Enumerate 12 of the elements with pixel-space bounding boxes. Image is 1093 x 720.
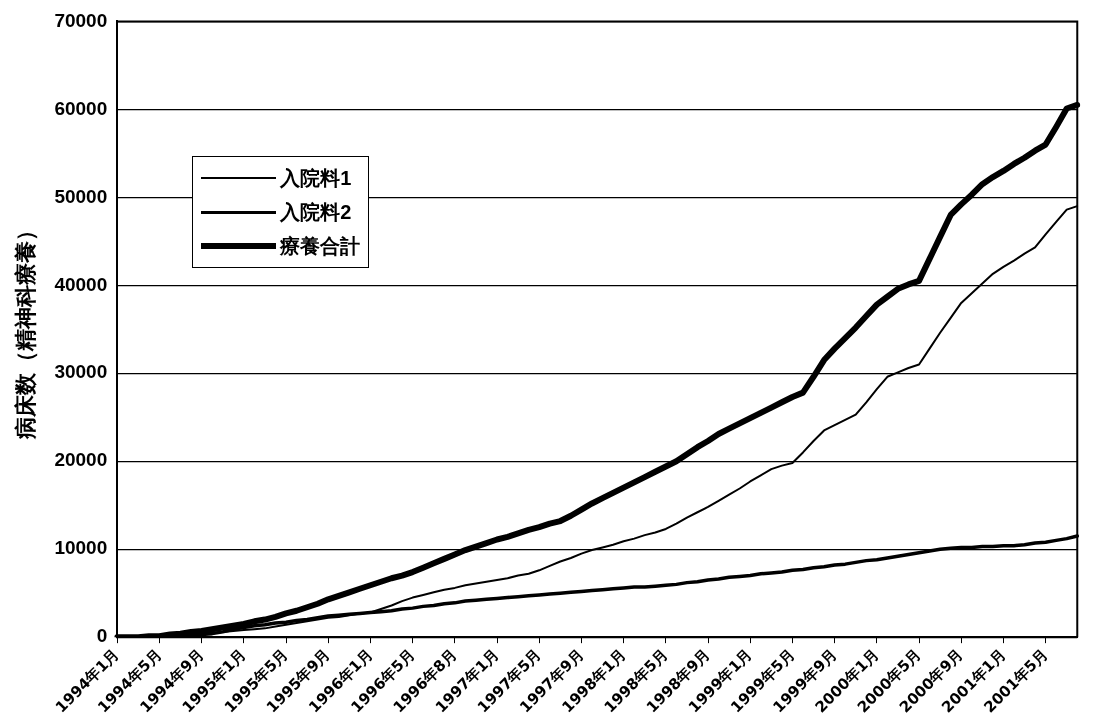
legend-label: 入院料1 [280,165,352,191]
legend-label: 入院料2 [280,199,352,225]
y-tick-label: 60000 [54,97,108,119]
y-tick-label: 50000 [54,185,108,207]
y-tick-label: 10000 [54,537,108,559]
y-tick-label: 70000 [54,9,108,31]
y-tick-label: 20000 [54,449,108,471]
y-tick-label: 40000 [54,273,108,295]
y-tick-label: 30000 [54,361,108,383]
y-tick-label: 0 [96,625,108,647]
legend-label: 療養合計 [280,233,361,259]
y-axis-title: 病床数（精神科療養） [12,219,38,441]
